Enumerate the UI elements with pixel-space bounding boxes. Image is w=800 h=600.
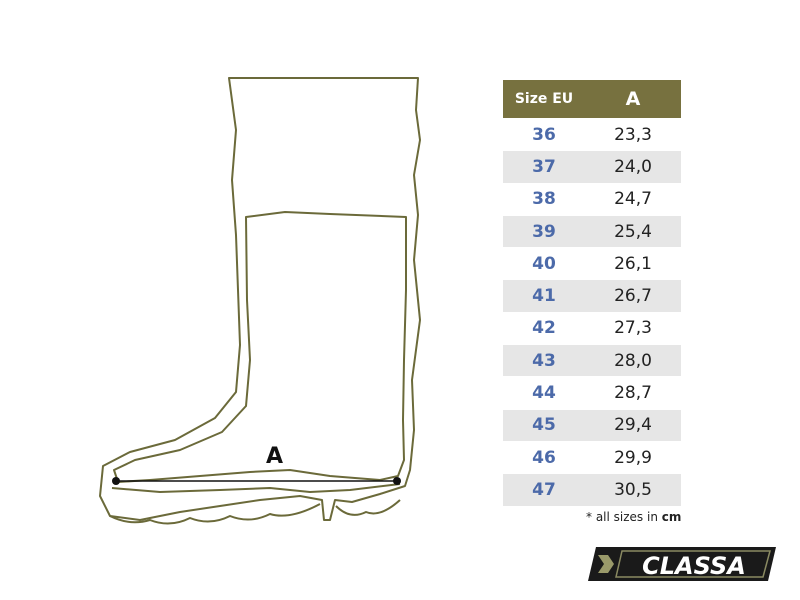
size-cell: 45 xyxy=(532,415,556,436)
size-cell: 43 xyxy=(532,350,556,371)
size-cell: 37 xyxy=(532,156,556,177)
table-row: 37 24,0 xyxy=(503,150,681,183)
measure-point-end xyxy=(393,477,401,485)
table-row: 39 25,4 xyxy=(503,214,681,248)
measure-cell: 26,1 xyxy=(614,253,652,274)
table-row: 42 27,3 xyxy=(503,311,681,344)
table-header: Size EU A xyxy=(503,80,681,118)
classa-logo: CLASSA xyxy=(588,547,776,581)
size-cell: 40 xyxy=(532,253,556,274)
note-text: * all sizes in xyxy=(586,510,662,524)
size-cell: 39 xyxy=(532,221,556,242)
note-unit: cm xyxy=(661,510,682,524)
table-row: 43 28,0 xyxy=(503,344,681,377)
size-table: Size EU A 36 23,3 37 24,0 38 24,7 39 25,4 40 26,1… xyxy=(503,80,681,506)
header-measure: A xyxy=(625,88,641,110)
table-row: 38 24,7 xyxy=(503,182,681,215)
size-cell: 47 xyxy=(532,479,556,500)
size-cell: 38 xyxy=(532,189,556,210)
measure-label-a: A xyxy=(266,444,284,469)
units-note: * all sizes in cm xyxy=(586,510,681,524)
measure-cell: 30,5 xyxy=(614,479,652,500)
table-row: 46 29,9 xyxy=(503,440,681,473)
size-cell: 41 xyxy=(532,286,556,307)
logo-chevron-icon xyxy=(598,555,614,573)
measure-cell: 29,4 xyxy=(614,415,652,436)
table-row: 36 23,3 xyxy=(503,118,681,150)
measure-cell: 28,7 xyxy=(614,383,652,404)
boot-outer-outline xyxy=(99,77,421,521)
size-cell: 36 xyxy=(532,124,556,145)
table-row: 40 26,1 xyxy=(503,247,681,279)
measure-cell: 24,0 xyxy=(614,156,652,177)
measure-point-start xyxy=(112,477,120,485)
sole-line xyxy=(111,483,401,493)
measure-cell: 24,7 xyxy=(614,189,652,210)
measure-cell: 27,3 xyxy=(614,318,652,339)
size-cell: 46 xyxy=(532,447,556,468)
size-cell: 42 xyxy=(532,318,556,339)
header-size: Size EU xyxy=(514,91,574,107)
measure-cell: 23,3 xyxy=(614,124,652,145)
measure-cell: 25,4 xyxy=(614,221,652,242)
table-row: 41 26,7 xyxy=(503,279,681,312)
boot-inner-outline xyxy=(113,211,407,483)
sole-tread xyxy=(109,499,401,525)
svg-text:CLASSA: CLASSA xyxy=(642,552,746,580)
table-row: 45 29,4 xyxy=(503,408,681,441)
measure-cell: 26,7 xyxy=(614,286,652,307)
table-row: 44 28,7 xyxy=(503,376,681,408)
size-cell: 44 xyxy=(532,383,556,404)
measure-cell: 29,9 xyxy=(614,447,652,468)
measure-cell: 28,0 xyxy=(614,350,652,371)
table-row: 47 30,5 xyxy=(503,473,681,506)
